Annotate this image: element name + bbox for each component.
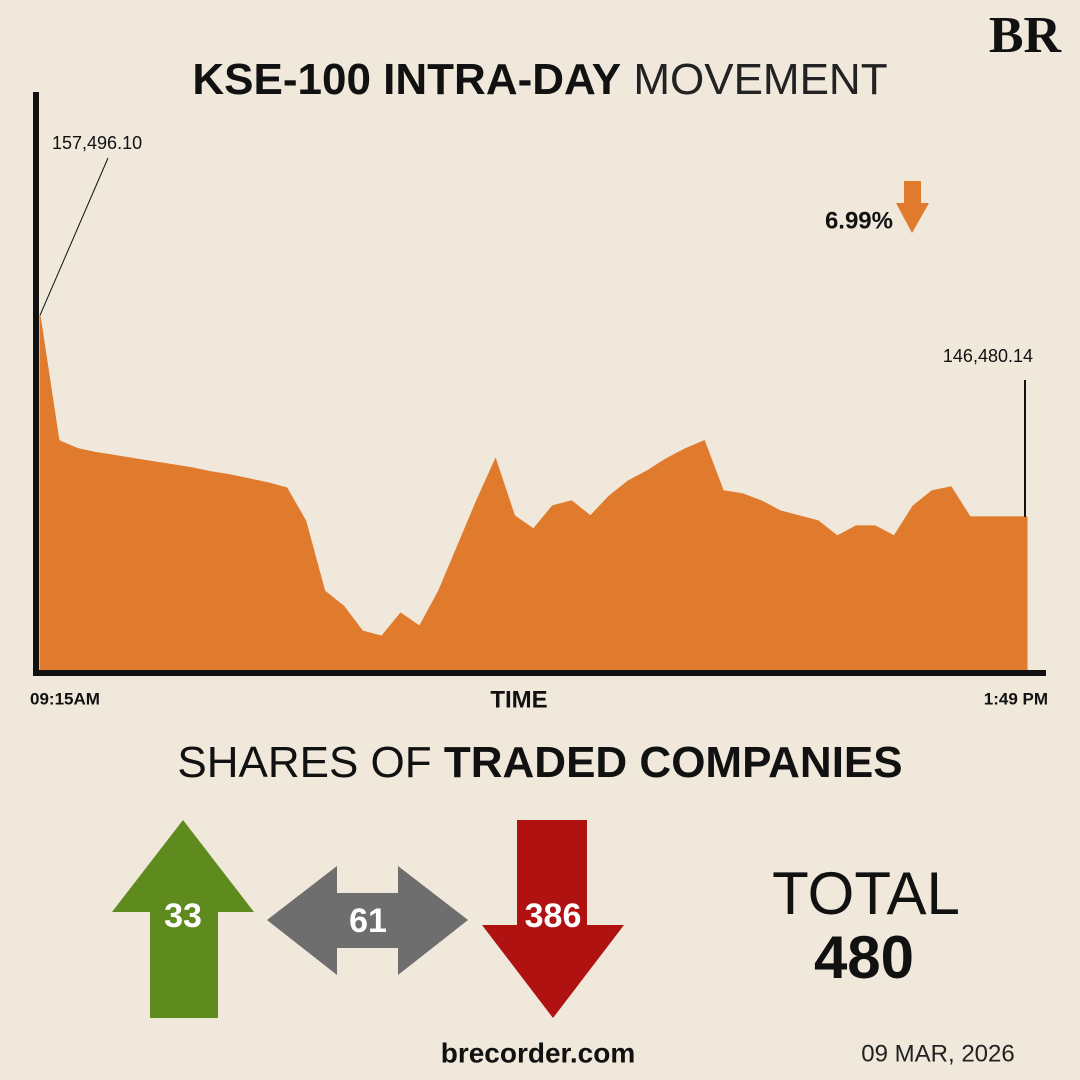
leader-line <box>39 157 109 316</box>
section-title-bold: TRADED COMPANIES <box>444 738 903 787</box>
area <box>39 315 1028 673</box>
value-label: 157,496.10 <box>52 133 142 153</box>
logo: BR <box>989 7 1063 64</box>
total-label: TOTAL <box>772 860 960 927</box>
chart-title: KSE-100 INTRA-DAY MOVEMENT <box>192 55 887 104</box>
x-tick-label: 09:15AM <box>30 689 100 708</box>
section-title-light: SHARES OF <box>177 738 431 787</box>
value-label: 146,480.14 <box>943 346 1033 366</box>
change-label: 6.99% <box>825 207 893 234</box>
site: brecorder.com <box>441 1037 636 1068</box>
title-light: MOVEMENT <box>633 55 887 104</box>
declined-count: 386 <box>525 897 582 935</box>
down-indicator <box>896 181 929 233</box>
section-title: SHARES OF TRADED COMPANIES <box>177 738 902 787</box>
total-count: 480 <box>814 924 914 991</box>
date: 09 MAR, 2026 <box>861 1040 1014 1067</box>
advanced-count: 33 <box>164 897 202 935</box>
x-axis-label: TIME <box>490 686 547 713</box>
declined-arrow <box>482 820 624 1018</box>
plot <box>39 315 1028 673</box>
advanced-arrow <box>112 820 254 1018</box>
unchanged-arrow <box>267 866 468 975</box>
title-bold: KSE-100 INTRA-DAY <box>192 55 621 104</box>
unchanged-count: 61 <box>349 902 387 940</box>
x-tick-label: 1:49 PM <box>984 689 1048 708</box>
